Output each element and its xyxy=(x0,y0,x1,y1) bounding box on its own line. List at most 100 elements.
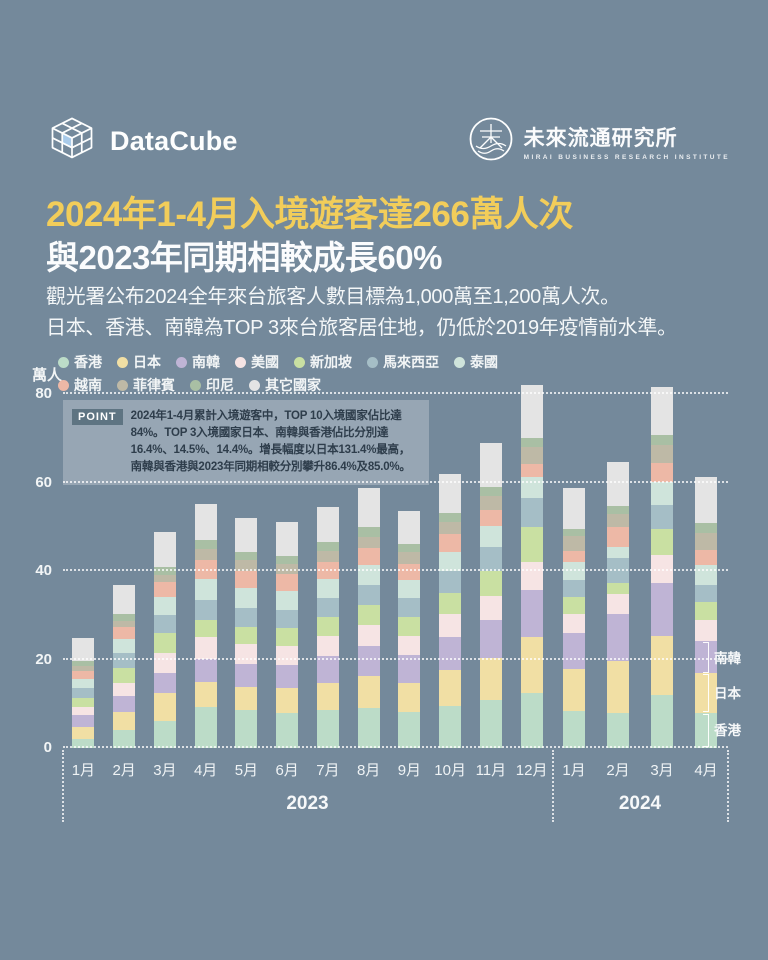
segment-美國 xyxy=(398,635,421,656)
segment-新加坡 xyxy=(439,593,462,615)
segment-菲律賓 xyxy=(235,560,258,571)
segment-其它國家 xyxy=(153,531,176,567)
segment-越南 xyxy=(276,574,299,591)
segment-南韓 xyxy=(607,614,629,661)
legend-row-2: 越南 菲律賓 印尼 其它國家 xyxy=(58,375,498,395)
y-axis: 0 20 40 60 80 xyxy=(0,372,56,756)
header: DataCube 未來流通研究所 MIRAI BUSINESS RESEARCH… xyxy=(46,112,730,171)
segment-南韓 xyxy=(235,664,258,687)
bar-group-2024 xyxy=(552,387,728,748)
gridline xyxy=(63,569,728,571)
y-tick-label: 60 xyxy=(35,473,52,491)
segment-印尼 xyxy=(276,555,299,564)
stacked-bar-chart: 0 20 40 60 80 POINT 2024年1-4月累計入境遊客中，TOP 10入… xyxy=(0,372,768,756)
segment-印尼 xyxy=(695,522,717,533)
segment-新加坡 xyxy=(153,633,176,654)
segment-香港 xyxy=(72,739,95,748)
segment-其它國家 xyxy=(398,510,421,545)
month-label: 5月 xyxy=(234,762,259,779)
segment-菲律賓 xyxy=(479,495,502,510)
segment-日本 xyxy=(695,673,717,714)
legend-item: 新加坡 xyxy=(294,352,352,372)
legend-item: 越南 xyxy=(58,375,102,395)
segment-日本 xyxy=(607,660,629,713)
gridline xyxy=(63,657,728,660)
legend-label: 馬來西亞 xyxy=(383,354,439,370)
bar-2023-4月 xyxy=(194,503,217,748)
axis-separator-right xyxy=(727,750,729,822)
segment-南韓 xyxy=(695,641,717,674)
segment-美國 xyxy=(316,635,339,656)
segment-南韓 xyxy=(276,665,299,689)
segment-南韓 xyxy=(563,632,585,670)
legend-dot-icon xyxy=(176,356,187,368)
segment-馬來西亞 xyxy=(235,607,258,627)
bar-group-2023 xyxy=(63,385,552,748)
segment-菲律賓 xyxy=(695,533,717,550)
segment-越南 xyxy=(398,563,421,580)
segment-新加坡 xyxy=(651,529,673,555)
y-axis-unit: 萬人 xyxy=(32,367,63,384)
segment-印尼 xyxy=(563,528,585,536)
segment-馬來西亞 xyxy=(316,597,339,617)
legend-item: 印尼 xyxy=(190,375,234,395)
segment-馬來西亞 xyxy=(276,609,299,629)
point-callout: POINT 2024年1-4月累計入境遊客中，TOP 10入境國家佔比達84%。… xyxy=(63,400,429,486)
segment-南韓 xyxy=(113,695,136,712)
bar-2024-1月 xyxy=(563,488,585,748)
chart-legend: 香港 日本 南韓 美國 新加坡 馬來西亞 泰國 越南 菲律賓 印尼 其它國家 xyxy=(58,352,498,395)
legend-item: 香港 xyxy=(58,352,102,372)
month-label: 12月 xyxy=(515,762,548,779)
legend-dot-icon xyxy=(249,379,260,391)
gridline xyxy=(63,480,728,483)
segment-日本 xyxy=(235,686,258,711)
legend-item: 南韓 xyxy=(176,352,220,372)
legend-dot-icon xyxy=(117,356,128,368)
segment-日本 xyxy=(357,676,380,709)
segment-南韓 xyxy=(651,583,673,636)
institute-subtitle: MIRAI BUSINESS RESEARCH INSTITUTE xyxy=(523,154,730,161)
segment-其它國家 xyxy=(72,637,95,661)
segment-泰國 xyxy=(651,481,673,505)
segment-香港 xyxy=(520,693,543,748)
segment-南韓 xyxy=(398,655,421,683)
segment-新加坡 xyxy=(398,617,421,636)
institute-logo: 未來流通研究所 MIRAI BUSINESS RESEARCH INSTITUT… xyxy=(468,116,730,167)
legend-label: 印尼 xyxy=(206,377,234,393)
segment-泰國 xyxy=(72,679,95,689)
segment-美國 xyxy=(479,595,502,620)
bar-2023-12月 xyxy=(520,385,543,748)
segment-美國 xyxy=(276,645,299,666)
segment-香港 xyxy=(398,711,421,748)
segment-香港 xyxy=(439,705,462,748)
month-labels-2024: 1月 2月 3月 4月 xyxy=(552,759,728,780)
x-group-2024: 1月 2月 3月 4月 2024 xyxy=(552,748,728,824)
segment-菲律賓 xyxy=(316,550,339,562)
segment-越南 xyxy=(695,549,717,565)
page-title: 2024年1-4月入境遊客達266萬人次 xyxy=(46,195,573,234)
segment-新加坡 xyxy=(695,601,717,620)
segment-香港 xyxy=(563,711,585,748)
segment-南韓 xyxy=(520,590,543,637)
segment-越南 xyxy=(72,671,95,680)
plot-area xyxy=(63,372,728,748)
segment-菲律賓 xyxy=(439,521,462,535)
month-label: 2月 xyxy=(606,762,630,779)
segment-日本 xyxy=(520,636,543,694)
legend-dot-icon xyxy=(190,379,201,391)
segment-香港 xyxy=(316,709,339,748)
segment-其它國家 xyxy=(563,488,585,529)
segment-南韓 xyxy=(479,619,502,658)
segment-菲律賓 xyxy=(72,665,95,672)
segment-南韓 xyxy=(153,673,176,694)
segment-印尼 xyxy=(194,540,217,549)
segment-南韓 xyxy=(194,658,217,683)
segment-印尼 xyxy=(520,438,543,447)
axis-separator-middle xyxy=(552,750,554,822)
segment-馬來西亞 xyxy=(113,653,136,669)
segment-新加坡 xyxy=(316,616,339,636)
legend-row-1: 香港 日本 南韓 美國 新加坡 馬來西亞 泰國 xyxy=(58,352,498,372)
segment-菲律賓 xyxy=(357,536,380,549)
legend-dot-icon xyxy=(58,356,69,368)
datacube-logo: DataCube xyxy=(46,112,238,171)
